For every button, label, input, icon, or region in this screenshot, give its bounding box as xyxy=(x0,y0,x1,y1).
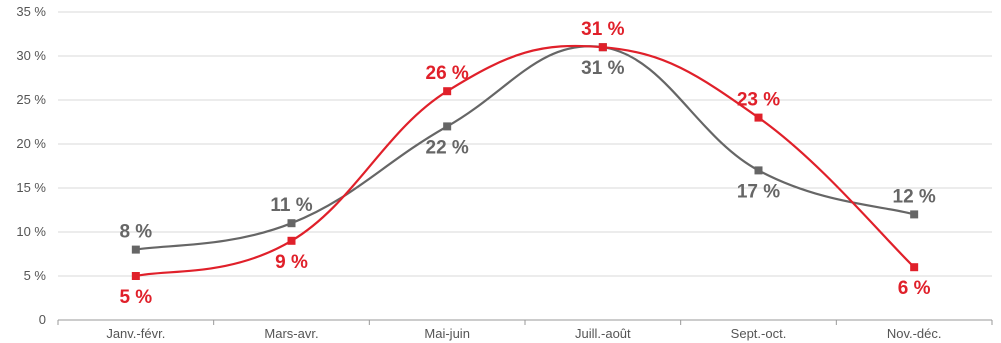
grid-lines xyxy=(58,11,992,277)
series-0-point xyxy=(754,166,763,175)
series-1-point xyxy=(598,43,607,52)
y-tick-label: 20 % xyxy=(16,136,46,151)
data-labels: 8 % 11 % 22 % 31 % 17 % 12 % 5 % 9 % 26 % 31 % 23 … xyxy=(119,19,935,308)
series-1-data-label: 23 % xyxy=(737,90,780,111)
series-0-data-label: 8 % xyxy=(119,222,152,243)
series-0-data-label: 17 % xyxy=(737,181,780,202)
series-line-0 xyxy=(135,45,915,251)
series-1-point xyxy=(754,113,763,122)
series-1-data-label: 9 % xyxy=(275,252,308,273)
series-1-data-label: 6 % xyxy=(898,278,931,299)
y-tick-label: 0 xyxy=(39,312,46,327)
series-lines xyxy=(135,44,915,278)
x-tick-label: Mai-juin xyxy=(424,326,470,341)
y-tick-label: 5 % xyxy=(24,268,47,283)
series-1-point xyxy=(287,236,296,245)
y-tick-label: 25 % xyxy=(16,92,46,107)
y-tick-label: 15 % xyxy=(16,180,46,195)
series-1-data-label: 31 % xyxy=(581,19,624,40)
y-tick-label: 30 % xyxy=(16,48,46,63)
series-0-point xyxy=(287,219,296,228)
x-tick-label: Nov.-déc. xyxy=(887,326,942,341)
x-tick-label: Juill.-août xyxy=(575,326,631,341)
x-tick-label: Mars-avr. xyxy=(264,326,318,341)
series-1-point xyxy=(131,272,140,280)
y-axis-ticks: 0 5 % 10 % 15 % 20 % 25 % 30 % 35 % xyxy=(16,4,46,327)
series-1-data-label: 5 % xyxy=(119,287,152,308)
series-1-point xyxy=(443,87,452,96)
y-tick-label: 10 % xyxy=(16,224,46,239)
series-0-point xyxy=(910,210,919,219)
series-0-data-label: 31 % xyxy=(581,58,624,79)
x-tick-label: Janv.-févr. xyxy=(106,326,165,341)
series-1-data-label: 26 % xyxy=(426,63,469,84)
series-line-1 xyxy=(135,44,915,278)
series-0-data-label: 11 % xyxy=(270,195,312,216)
series-markers xyxy=(131,43,919,280)
series-0-data-label: 22 % xyxy=(426,137,469,158)
y-tick-label: 35 % xyxy=(16,4,46,19)
series-0-point xyxy=(131,245,140,254)
series-0-data-label: 12 % xyxy=(893,186,936,207)
x-tick-label: Sept.-oct. xyxy=(731,326,787,341)
series-0-point xyxy=(443,122,452,131)
series-1-point xyxy=(910,263,919,272)
x-axis: Janv.-févr. Mars-avr. Mai-juin Juill.-août S… xyxy=(57,319,993,341)
